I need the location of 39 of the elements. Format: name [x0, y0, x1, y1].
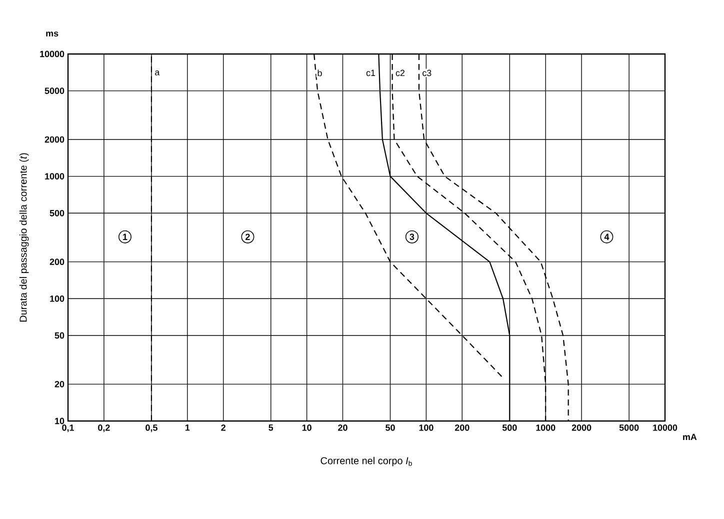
x-tick-label: 500 [502, 424, 517, 431]
series-label: c3 [422, 70, 432, 76]
y-tick-label: 1000 [45, 173, 64, 180]
x-tick-label: 10000 [653, 424, 678, 431]
x-tick-label: 0,2 [98, 424, 110, 432]
text: mA [683, 434, 697, 440]
series-label: c1 [366, 70, 376, 76]
x-tick-label: 50 [386, 424, 395, 431]
series-label: a [155, 70, 160, 76]
x-tick-label: 20 [338, 424, 348, 431]
annotation: 3 [410, 234, 414, 240]
y-tick-label: 100 [50, 295, 64, 302]
x-tick-label: 0,5 [146, 424, 158, 432]
text: ms [46, 32, 58, 37]
y-tick-label: 10 [55, 418, 64, 424]
x-tick-label: 200 [454, 424, 470, 431]
y-tick-label: 500 [50, 210, 64, 216]
x-tick-label: 2000 [572, 424, 592, 431]
x-tick-label: 10 [302, 424, 312, 431]
y-tick-label: 5000 [44, 88, 64, 94]
x-axis-title: Corrente nel corpo I$_{b}$ [320, 456, 412, 466]
series-label: c2 [396, 70, 404, 76]
annotation: 4 [604, 234, 610, 240]
x-tick-label: 1 [185, 424, 190, 431]
annotation: 1 [123, 234, 128, 240]
series-label: b [318, 70, 322, 76]
y-tick-label: 50 [54, 332, 64, 339]
x-tick-label: 100 [419, 424, 434, 431]
y-tick-label: 2000 [44, 136, 64, 143]
x-tick-label: 5 [268, 424, 274, 431]
x-tick-label: 0,1 [62, 424, 74, 432]
x-tick-label: 2 [221, 424, 226, 431]
y-tick-label: 20 [54, 380, 64, 388]
x-tick-label: 5000 [619, 424, 639, 431]
x-tick-label: 1000 [536, 424, 556, 431]
y-tick-label: 10000 [40, 50, 64, 58]
y-axis-title: Durata del passaggio della corrente (t) [19, 153, 29, 322]
annotation: 2 [246, 234, 250, 240]
y-tick-label: 200 [50, 258, 64, 266]
